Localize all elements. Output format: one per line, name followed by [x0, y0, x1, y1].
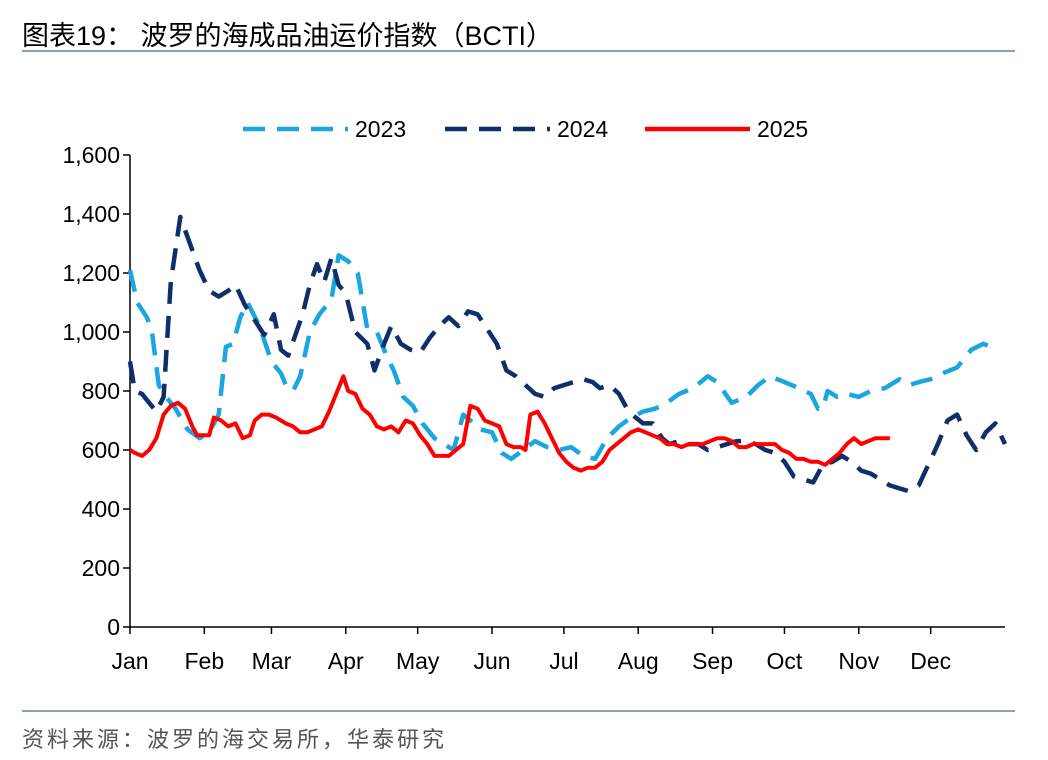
x-tick-label: Jul	[549, 648, 578, 674]
line-chart: 0 200 400 600 800 1,000 1,200 1,400 1,600 Jan Feb M…	[62, 116, 1008, 674]
x-tick-label: Jan	[111, 648, 148, 674]
y-tick-label: 600	[82, 437, 120, 463]
y-tick-label: 0	[107, 614, 120, 640]
y-tick-label: 1,600	[62, 142, 120, 168]
x-tick-label: Sep	[692, 648, 733, 674]
y-tick-label: 200	[82, 555, 120, 581]
legend-label-2025: 2025	[757, 116, 808, 142]
source-note: 资料来源：波罗的海交易所，华泰研究	[22, 727, 448, 752]
series-line-2025	[128, 374, 890, 473]
y-tick-label: 1,000	[62, 319, 120, 345]
x-tick-label: Feb	[184, 648, 224, 674]
x-tick-label: May	[396, 648, 440, 674]
x-tick-label: Apr	[328, 648, 364, 674]
chart-title: 图表19： 波罗的海成品油运价指数（BCTI）	[22, 21, 554, 51]
legend-label-2023: 2023	[355, 116, 406, 142]
legend-label-2024: 2024	[557, 116, 608, 142]
series-line-2023	[127, 253, 992, 462]
x-tick-label: Jun	[473, 648, 510, 674]
y-tick-label: 1,200	[62, 260, 120, 286]
x-tick-label: Oct	[767, 648, 803, 674]
x-tick-label: Mar	[252, 648, 292, 674]
y-tick-label: 1,400	[62, 201, 120, 227]
x-tick-label: Nov	[838, 648, 879, 674]
y-tick-label: 800	[82, 378, 120, 404]
x-tick-label: Aug	[618, 648, 659, 674]
chart-area: 0 200 400 600 800 1,000 1,200 1,400 1,600 Jan Feb M…	[0, 60, 1048, 705]
x-tick-label: Dec	[910, 648, 951, 674]
y-tick-label: 400	[82, 496, 120, 522]
title-divider	[22, 50, 1015, 52]
source-divider	[22, 710, 1015, 712]
